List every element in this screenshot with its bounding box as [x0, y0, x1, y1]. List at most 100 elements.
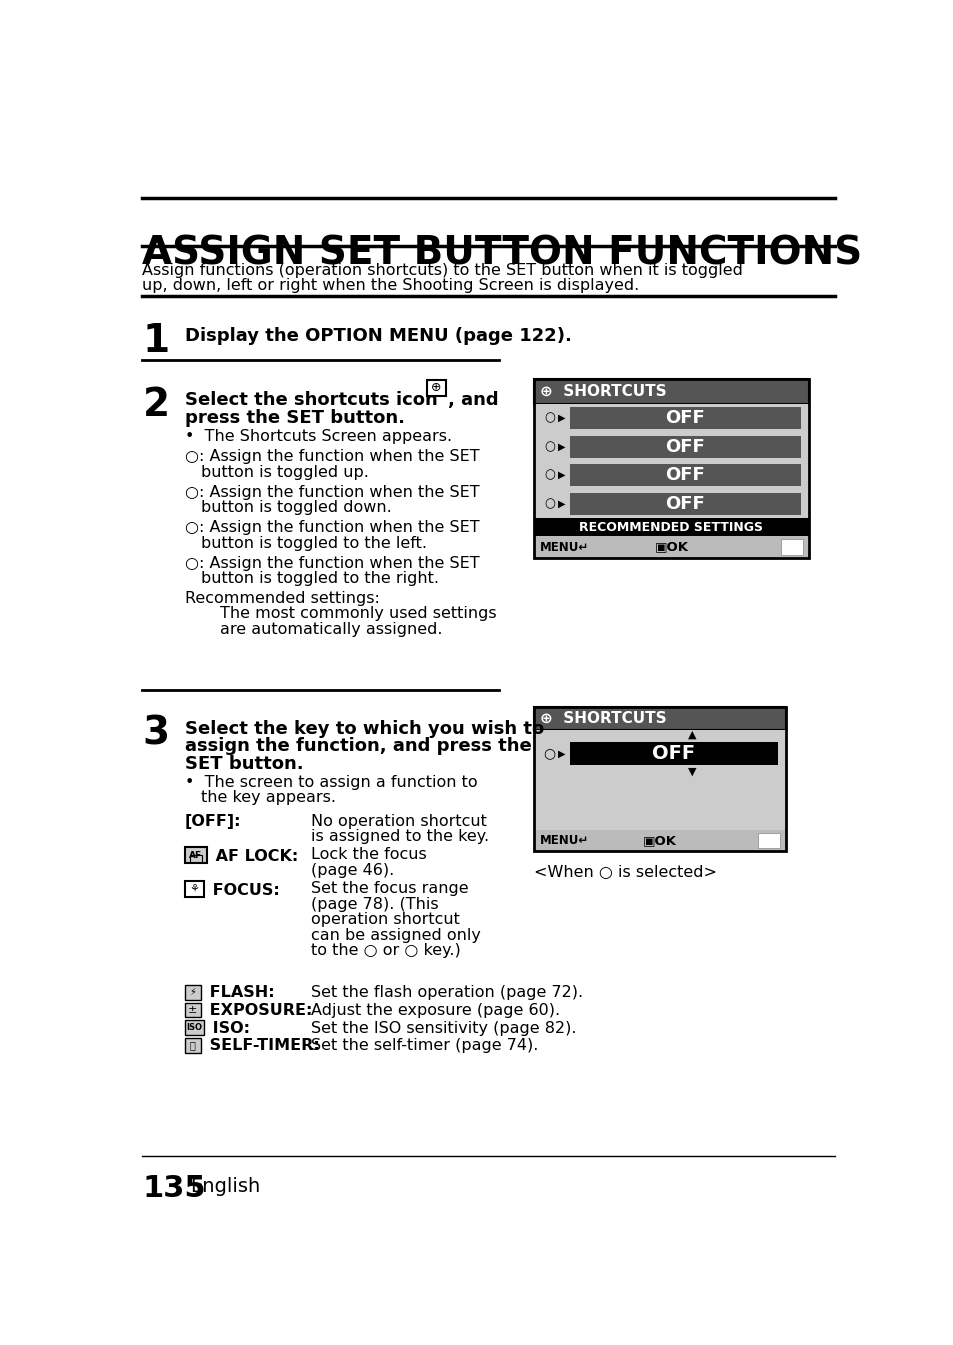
- Text: •  The Shortcuts Screen appears.: • The Shortcuts Screen appears.: [185, 429, 452, 444]
- Text: Set the focus range: Set the focus range: [311, 881, 469, 896]
- Text: <When ○ is selected>: <When ○ is selected>: [534, 865, 716, 880]
- Text: [OFF]:: [OFF]:: [185, 814, 241, 829]
- Bar: [569, 492, 801, 515]
- Text: press the SET button.: press the SET button.: [185, 409, 405, 428]
- FancyBboxPatch shape: [426, 379, 445, 395]
- Text: Select the shortcuts icon: Select the shortcuts icon: [185, 391, 437, 409]
- Bar: [534, 830, 785, 851]
- Bar: [534, 729, 785, 830]
- Text: ○: ○: [543, 412, 555, 425]
- Text: ⚘: ⚘: [190, 884, 199, 894]
- Text: can be assigned only: can be assigned only: [311, 928, 481, 943]
- Text: Assign functions (operation shortcuts) to the SET button when it is toggled: Assign functions (operation shortcuts) t…: [142, 264, 742, 278]
- Text: ⊕  SHORTCUTS: ⊕ SHORTCUTS: [539, 385, 666, 399]
- Text: Set the flash operation (page 72).: Set the flash operation (page 72).: [311, 986, 583, 1001]
- FancyBboxPatch shape: [185, 1021, 204, 1034]
- FancyBboxPatch shape: [185, 1038, 201, 1053]
- Bar: [534, 379, 808, 404]
- Text: Display the OPTION MENU (page 122).: Display the OPTION MENU (page 122).: [185, 327, 572, 344]
- Bar: [569, 464, 801, 487]
- Text: ○: Assign the function when the SET: ○: Assign the function when the SET: [185, 484, 479, 500]
- Text: ○: ○: [543, 498, 555, 510]
- Text: MENU↵: MENU↵: [539, 541, 589, 554]
- Text: ISO:: ISO:: [207, 1021, 250, 1036]
- Text: SELF-TIMER:: SELF-TIMER:: [204, 1038, 319, 1053]
- Text: ISO: ISO: [186, 1024, 202, 1032]
- Bar: [569, 742, 778, 765]
- Text: 135: 135: [142, 1174, 206, 1202]
- FancyBboxPatch shape: [185, 985, 201, 999]
- Text: ○: ○: [543, 440, 555, 453]
- Text: the key appears.: the key appears.: [200, 791, 335, 806]
- Text: EXPOSURE:: EXPOSURE:: [204, 1003, 312, 1018]
- Text: English: English: [190, 1177, 260, 1196]
- Text: operation shortcut: operation shortcut: [311, 912, 460, 927]
- Text: ▶: ▶: [558, 471, 565, 480]
- Text: ±: ±: [188, 1005, 197, 1015]
- Text: MENU↵: MENU↵: [539, 834, 589, 847]
- Text: up, down, left or right when the Shooting Screen is displayed.: up, down, left or right when the Shootin…: [142, 278, 639, 293]
- Text: ▶: ▶: [558, 413, 565, 424]
- Bar: [534, 706, 785, 729]
- Text: OFF: OFF: [665, 467, 704, 484]
- Text: AF LOCK:: AF LOCK:: [210, 849, 298, 863]
- Text: Select the key to which you wish to: Select the key to which you wish to: [185, 720, 544, 737]
- Bar: [569, 436, 801, 457]
- FancyBboxPatch shape: [185, 881, 204, 897]
- Text: ○: ○: [543, 746, 555, 760]
- Text: (page 46).: (page 46).: [311, 863, 395, 878]
- Text: ▶: ▶: [558, 499, 565, 508]
- Text: OFF: OFF: [652, 744, 695, 763]
- Text: to the ○ or ○ key.): to the ○ or ○ key.): [311, 943, 460, 958]
- Text: 3: 3: [142, 714, 170, 752]
- Bar: [534, 537, 808, 558]
- Text: , and: , and: [447, 391, 498, 409]
- Text: FOCUS:: FOCUS:: [207, 882, 279, 898]
- Text: No operation shortcut: No operation shortcut: [311, 814, 487, 829]
- Text: Recommended settings:: Recommended settings:: [185, 590, 379, 607]
- Text: assign the function, and press the: assign the function, and press the: [185, 737, 532, 756]
- Text: OFF: OFF: [665, 437, 704, 456]
- Text: AF: AF: [190, 850, 202, 859]
- Bar: [534, 379, 808, 558]
- Text: ⊕: ⊕: [431, 381, 441, 394]
- Text: The most commonly used settings: The most commonly used settings: [220, 607, 497, 621]
- Text: Set the ISO sensitivity (page 82).: Set the ISO sensitivity (page 82).: [311, 1021, 577, 1036]
- Text: ○: Assign the function when the SET: ○: Assign the function when the SET: [185, 555, 479, 570]
- Bar: [534, 404, 808, 518]
- FancyBboxPatch shape: [185, 847, 207, 863]
- Text: ○: ○: [543, 468, 555, 482]
- Text: Adjust the exposure (page 60).: Adjust the exposure (page 60).: [311, 1003, 560, 1018]
- Text: 1: 1: [142, 321, 170, 359]
- Text: ▣OK: ▣OK: [642, 834, 676, 847]
- Text: ○: Assign the function when the SET: ○: Assign the function when the SET: [185, 521, 479, 535]
- Text: FLASH:: FLASH:: [204, 986, 274, 1001]
- Bar: [534, 706, 785, 851]
- Text: ▼: ▼: [687, 767, 696, 777]
- Text: are automatically assigned.: are automatically assigned.: [220, 621, 442, 638]
- Text: Set the self-timer (page 74).: Set the self-timer (page 74).: [311, 1038, 538, 1053]
- Bar: [569, 408, 801, 429]
- Text: button is toggled to the left.: button is toggled to the left.: [200, 535, 426, 550]
- Text: OFF: OFF: [665, 495, 704, 512]
- Text: (page 78). (This: (page 78). (This: [311, 897, 438, 912]
- Text: ⏲: ⏲: [190, 1041, 195, 1050]
- Text: button is toggled to the right.: button is toggled to the right.: [200, 572, 438, 586]
- Text: RECOMMENDED SETTINGS: RECOMMENDED SETTINGS: [578, 521, 762, 534]
- Text: ⚡: ⚡: [190, 987, 196, 997]
- Bar: [757, 833, 779, 849]
- Text: button is toggled down.: button is toggled down.: [200, 500, 391, 515]
- Text: OFF: OFF: [665, 409, 704, 428]
- Text: ○: Assign the function when the SET: ○: Assign the function when the SET: [185, 449, 479, 464]
- Text: ASSIGN SET BUTTON FUNCTIONS: ASSIGN SET BUTTON FUNCTIONS: [142, 234, 862, 273]
- Text: ⊕  SHORTCUTS: ⊕ SHORTCUTS: [539, 710, 666, 725]
- Bar: [534, 518, 808, 537]
- Text: 2: 2: [142, 386, 170, 424]
- Text: ▶: ▶: [558, 749, 565, 759]
- Text: •  The screen to assign a function to: • The screen to assign a function to: [185, 775, 477, 790]
- Text: ▶: ▶: [558, 441, 565, 452]
- FancyBboxPatch shape: [185, 1002, 201, 1017]
- FancyBboxPatch shape: [190, 855, 202, 862]
- Text: SET button.: SET button.: [185, 755, 303, 773]
- Text: ▣OK: ▣OK: [654, 541, 688, 554]
